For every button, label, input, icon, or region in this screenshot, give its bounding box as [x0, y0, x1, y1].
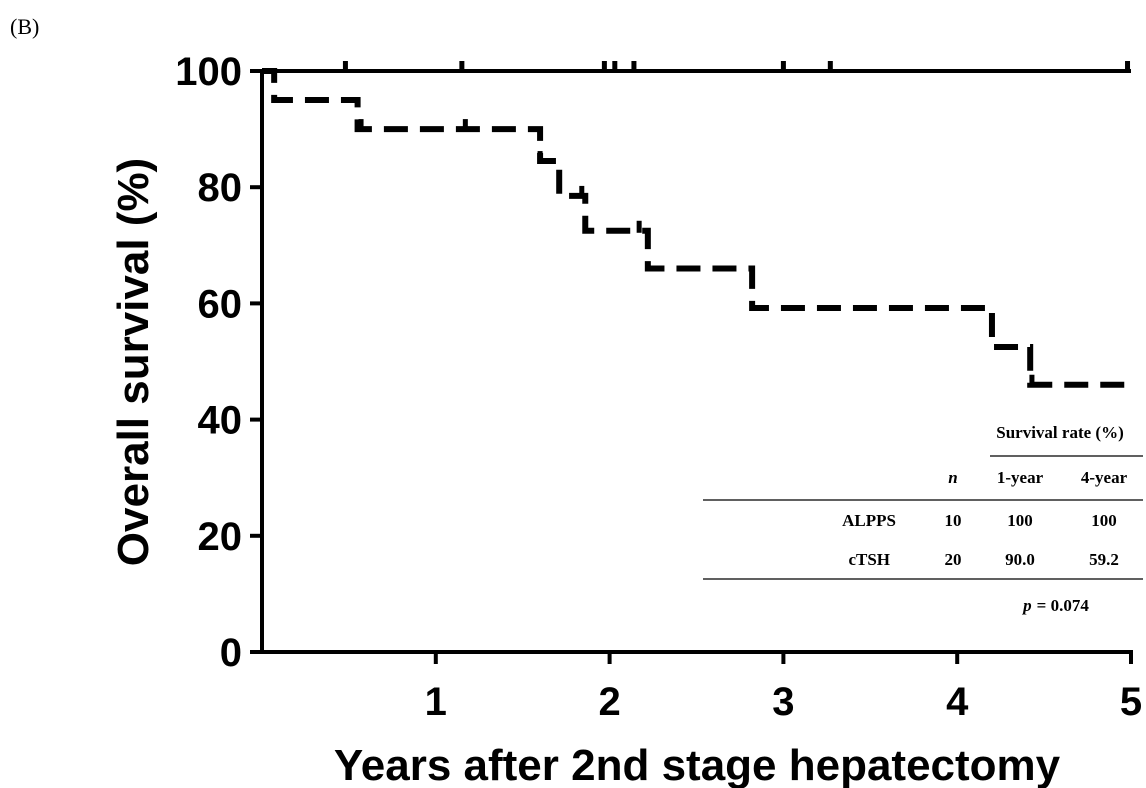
summary-table: Survival rate (%) n 1-year 4-year ALPPS … [703, 423, 1143, 615]
series-line-2 [262, 68, 1131, 388]
table-col-n: n [948, 468, 957, 487]
table-row-1year: 90.0 [1005, 550, 1035, 569]
panel-label: (B) [10, 14, 40, 39]
y-tick-label: 100 [175, 50, 242, 94]
table-row-4year: 100 [1091, 511, 1117, 530]
y-tick-label: 40 [198, 399, 243, 443]
x-axis-ticks: 1 2 3 4 5 [425, 652, 1142, 724]
x-axis-title: Years after 2nd stage hepatectomy [334, 741, 1061, 788]
table-row-n: 20 [945, 550, 962, 569]
y-axis-title: Overall survival (%) [109, 158, 158, 566]
series-layer [262, 61, 1131, 388]
table-header-group: Survival rate (%) [996, 423, 1123, 442]
table-row-4year: 59.2 [1089, 550, 1119, 569]
table-row-label: ALPPS [842, 511, 896, 530]
x-tick-label: 5 [1120, 680, 1142, 724]
x-tick-label: 3 [772, 680, 794, 724]
y-tick-label: 0 [220, 631, 242, 675]
x-tick-label: 4 [946, 680, 969, 724]
y-axis-ticks: 0 20 40 60 80 100 [175, 50, 262, 675]
table-col-1year: 1-year [997, 468, 1044, 487]
table-row-1year: 100 [1007, 511, 1033, 530]
table-row-n: 10 [945, 511, 962, 530]
y-tick-label: 20 [198, 515, 243, 559]
axes [260, 70, 1133, 654]
table-col-4year: 4-year [1081, 468, 1128, 487]
table-row-label: cTSH [848, 550, 890, 569]
table-p-value: p = 0.074 [1021, 596, 1089, 615]
y-tick-label: 80 [198, 166, 243, 210]
y-tick-label: 60 [198, 282, 243, 326]
x-tick-label: 1 [425, 680, 447, 724]
x-tick-label: 2 [598, 680, 620, 724]
